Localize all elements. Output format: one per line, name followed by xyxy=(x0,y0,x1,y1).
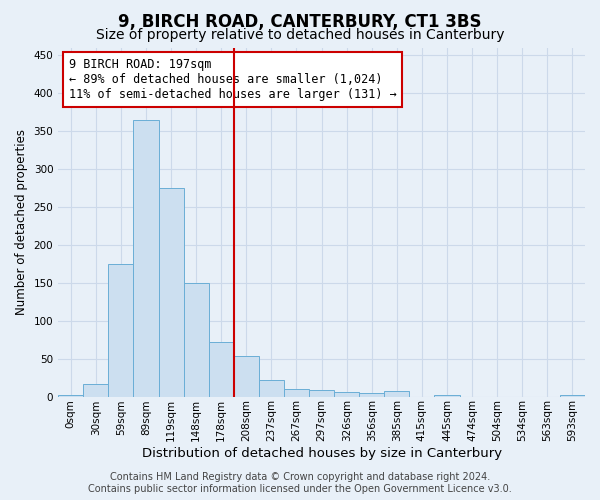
Bar xyxy=(309,390,334,396)
Text: 9, BIRCH ROAD, CANTERBURY, CT1 3BS: 9, BIRCH ROAD, CANTERBURY, CT1 3BS xyxy=(118,12,482,30)
Text: 9 BIRCH ROAD: 197sqm
← 89% of detached houses are smaller (1,024)
11% of semi-de: 9 BIRCH ROAD: 197sqm ← 89% of detached h… xyxy=(69,58,397,101)
Bar xyxy=(334,392,359,396)
Bar xyxy=(184,282,209,397)
Bar xyxy=(560,395,585,396)
Text: Size of property relative to detached houses in Canterbury: Size of property relative to detached ho… xyxy=(96,28,504,42)
Bar xyxy=(359,392,385,396)
Bar xyxy=(109,264,133,396)
Bar xyxy=(209,342,234,396)
Bar xyxy=(158,188,184,396)
Bar xyxy=(434,395,460,396)
Bar xyxy=(284,389,309,396)
Bar xyxy=(58,395,83,396)
Bar xyxy=(234,356,259,397)
Text: Contains HM Land Registry data © Crown copyright and database right 2024.
Contai: Contains HM Land Registry data © Crown c… xyxy=(88,472,512,494)
Bar xyxy=(385,391,409,396)
Bar xyxy=(259,380,284,396)
Bar xyxy=(133,120,158,396)
Bar xyxy=(83,384,109,396)
X-axis label: Distribution of detached houses by size in Canterbury: Distribution of detached houses by size … xyxy=(142,447,502,460)
Y-axis label: Number of detached properties: Number of detached properties xyxy=(15,129,28,315)
